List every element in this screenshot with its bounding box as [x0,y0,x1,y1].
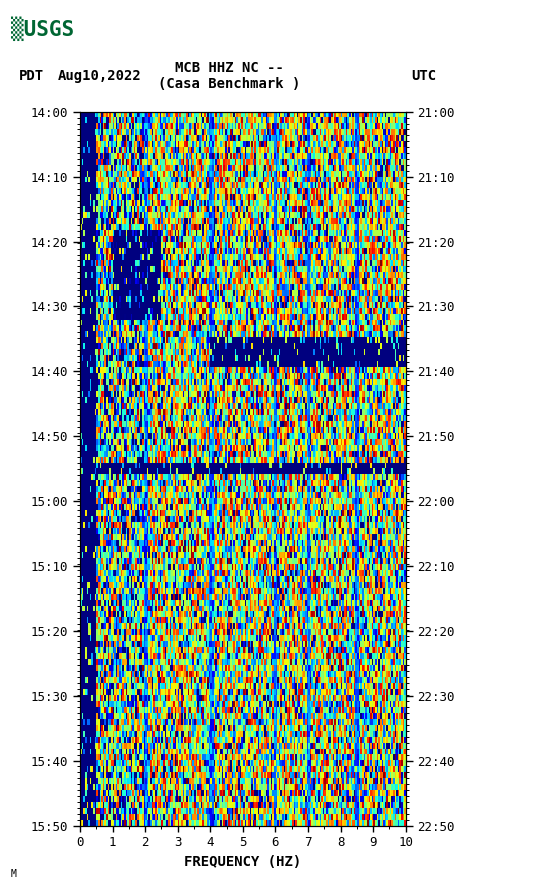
Text: ▒USGS: ▒USGS [11,16,74,41]
Text: PDT: PDT [19,69,45,83]
Text: MCB HHZ NC --: MCB HHZ NC -- [174,61,284,75]
Text: UTC: UTC [411,69,437,83]
Text: (Casa Benchmark ): (Casa Benchmark ) [158,77,300,91]
Text: M: M [11,869,17,879]
X-axis label: FREQUENCY (HZ): FREQUENCY (HZ) [184,855,301,869]
Text: Aug10,2022: Aug10,2022 [58,69,142,83]
